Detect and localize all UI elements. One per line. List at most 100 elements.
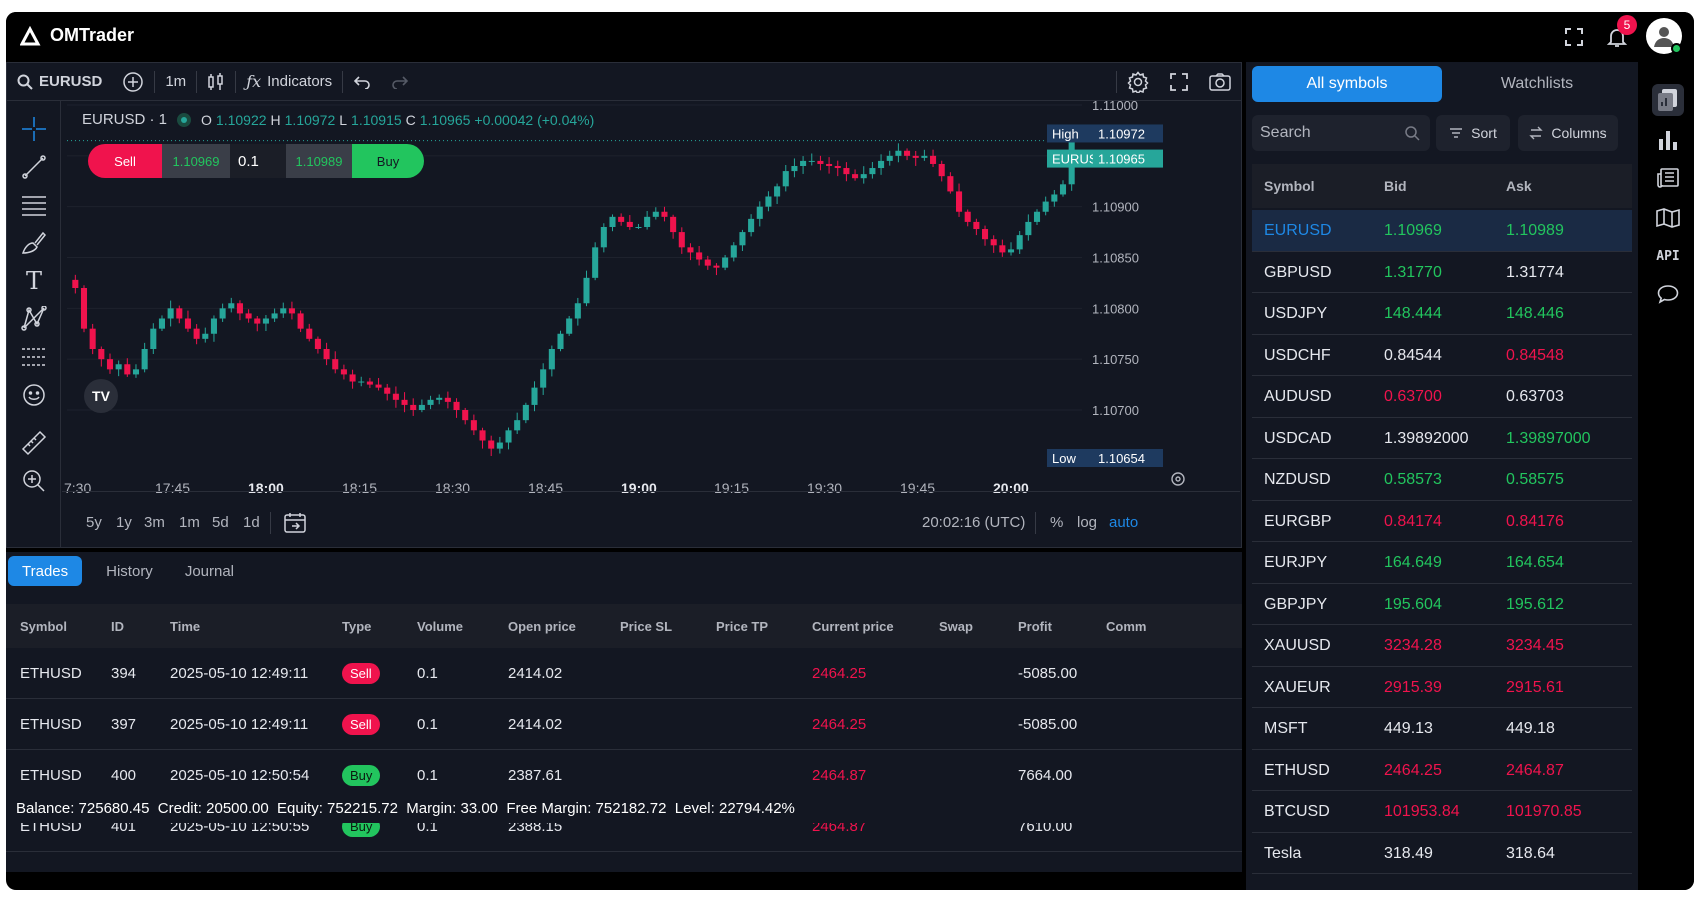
chart-bars-icon[interactable]	[1652, 124, 1684, 156]
symbol-row[interactable]: USDCAD 1.39892000 1.39897000	[1252, 418, 1632, 459]
chat-icon[interactable]	[1652, 278, 1684, 310]
buy-button[interactable]: Buy	[352, 144, 424, 178]
go-to-date-icon[interactable]	[284, 512, 306, 538]
symbol-row[interactable]: XAUUSD 3234.28 3234.45	[1252, 625, 1632, 667]
candle-body	[687, 247, 694, 253]
symbol-row[interactable]: BTCUSD 101953.84 101970.85	[1252, 791, 1632, 833]
undo-button[interactable]	[343, 63, 381, 100]
tab-journal[interactable]: Journal	[184, 562, 235, 580]
snapshot-button[interactable]	[1199, 63, 1241, 100]
price-chart[interactable]: 1.110001.109501.109001.108501.108001.107…	[62, 98, 1240, 496]
range-5d[interactable]: 5d	[212, 514, 229, 531]
sort-button[interactable]: Sort	[1436, 115, 1510, 151]
auto-toggle[interactable]: auto	[1109, 514, 1139, 531]
brush-icon[interactable]	[20, 229, 48, 257]
candle-body	[912, 155, 919, 158]
col-id[interactable]: ID	[111, 618, 124, 634]
col-symbol[interactable]: Symbol	[20, 618, 67, 634]
sell-button[interactable]: Sell	[88, 144, 162, 178]
symbol-row[interactable]: NZDUSD 0.58573 0.58575	[1252, 459, 1632, 501]
text-icon[interactable]: T	[25, 267, 42, 295]
indicators-button[interactable]: ƒx Indicators	[236, 63, 342, 100]
col-ask[interactable]: Ask	[1506, 178, 1532, 194]
symbol-row[interactable]: GBPJPY 195.604 195.612	[1252, 584, 1632, 625]
col-bid[interactable]: Bid	[1384, 178, 1407, 194]
news-icon[interactable]	[1652, 162, 1684, 194]
symbol-name: XAUUSD	[1264, 637, 1331, 654]
logo[interactable]: OMTrader	[20, 25, 134, 46]
chart-type-button[interactable]	[197, 63, 235, 100]
symbol-search-button[interactable]: EURUSD	[7, 63, 112, 100]
tradingview-logo[interactable]: TV	[84, 379, 118, 413]
tab-history[interactable]: History	[106, 562, 153, 580]
table-row[interactable]: ETHUSD 400 2025-05-10 12:50:54 Buy 0.1 2…	[6, 750, 1242, 801]
columns-button[interactable]: Columns	[1518, 115, 1618, 151]
tab-watchlists[interactable]: Watchlists	[1500, 75, 1574, 92]
col-volume[interactable]: Volume	[417, 618, 463, 634]
symbol-row[interactable]: Tesla 318.49 318.64	[1252, 833, 1632, 874]
crosshair-icon[interactable]	[20, 115, 48, 143]
range-3m[interactable]: 3m	[144, 514, 165, 531]
log-toggle[interactable]: log	[1077, 514, 1098, 531]
volume-input[interactable]: 0.1	[230, 144, 286, 178]
emoji-icon[interactable]	[20, 381, 48, 409]
symbol-row[interactable]: XAUEUR 2915.39 2915.61	[1252, 667, 1632, 708]
avatar[interactable]	[1646, 18, 1682, 54]
symbol-row[interactable]: USDCHF 0.84544 0.84548	[1252, 335, 1632, 376]
table-row[interactable]: ETHUSD 397 2025-05-10 12:49:11 Sell 0.1 …	[6, 699, 1242, 750]
col-price-sl[interactable]: Price SL	[620, 618, 673, 634]
symbol-search-input[interactable]: Search	[1252, 115, 1430, 151]
symbol-row[interactable]: MSFT 449.13 449.18	[1252, 708, 1632, 750]
col-price-tp[interactable]: Price TP	[716, 618, 769, 634]
zoom-in-icon[interactable]	[20, 467, 48, 495]
redo-button[interactable]	[381, 63, 419, 100]
percent-toggle[interactable]: %	[1050, 514, 1064, 531]
col-type[interactable]: Type	[342, 618, 372, 634]
x-tick-label: 19:15	[714, 480, 749, 496]
symbol-row[interactable]: EURJPY 164.649 164.654	[1252, 542, 1632, 584]
fullscreen-icon[interactable]	[1561, 24, 1587, 50]
symbol-name: USDCHF	[1264, 346, 1331, 364]
bid-value: 0.58573	[1384, 471, 1442, 488]
symbol-row[interactable]: USDJPY 148.444 148.446	[1252, 293, 1632, 335]
date-range-bar: 5y 1y 3m 1m 5d 1d 20:02:16 (UTC) % log a…	[62, 491, 1240, 547]
pattern-icon[interactable]	[20, 305, 48, 333]
candlestick-chart[interactable]: 1.110001.109501.109001.108501.108001.107…	[62, 98, 1240, 501]
timeframe-button[interactable]: 1m	[155, 63, 196, 100]
col-time[interactable]: Time	[170, 618, 201, 634]
table-row[interactable]: ETHUSD 394 2025-05-10 12:49:11 Sell 0.1 …	[6, 648, 1242, 699]
api-icon[interactable]: API	[1652, 240, 1684, 272]
tab-trades[interactable]: Trades	[8, 556, 83, 586]
settings-button[interactable]	[1117, 63, 1159, 100]
measure-lines-icon[interactable]	[20, 343, 48, 371]
symbol-row[interactable]: EURUSD 1.10969 1.10989	[1252, 210, 1632, 252]
y-tick-label: 1.10850	[1092, 251, 1139, 266]
symbol-row[interactable]: ETHUSD 2464.25 2464.87	[1252, 750, 1632, 791]
col-swap[interactable]: Swap	[939, 618, 973, 634]
chart-settings-icon[interactable]	[1170, 471, 1186, 487]
range-1m[interactable]: 1m	[179, 514, 200, 531]
divider	[342, 70, 344, 93]
symbol-row[interactable]: GBPUSD 1.31770 1.31774	[1252, 252, 1632, 293]
trend-line-icon[interactable]	[20, 153, 48, 181]
col-open-price[interactable]: Open price	[508, 618, 576, 634]
clock-time[interactable]: 20:02:16 (UTC)	[922, 514, 1026, 531]
ruler-icon[interactable]	[20, 429, 48, 457]
col-profit[interactable]: Profit	[1018, 618, 1052, 634]
bid-value: 2915.39	[1384, 678, 1442, 696]
book-icon[interactable]	[1652, 202, 1684, 234]
chart-fullscreen-button[interactable]	[1159, 63, 1199, 100]
col-commission[interactable]: Comm	[1106, 618, 1147, 634]
col-symbol[interactable]: Symbol	[1264, 178, 1315, 194]
col-current-price[interactable]: Current price	[812, 618, 894, 634]
range-1d[interactable]: 1d	[243, 514, 260, 531]
horizontal-lines-icon[interactable]	[20, 191, 48, 219]
range-1y[interactable]: 1y	[116, 514, 132, 531]
symbol-row[interactable]: AUDUSD 0.63700 0.63703	[1252, 376, 1632, 418]
compare-button[interactable]	[112, 63, 154, 100]
range-5y[interactable]: 5y	[86, 514, 102, 531]
tab-all-symbols[interactable]: All symbols	[1252, 66, 1442, 102]
ask-value: 1.10989	[1506, 222, 1564, 239]
orders-icon[interactable]	[1652, 84, 1684, 116]
symbol-row[interactable]: EURGBP 0.84174 0.84176	[1252, 501, 1632, 542]
